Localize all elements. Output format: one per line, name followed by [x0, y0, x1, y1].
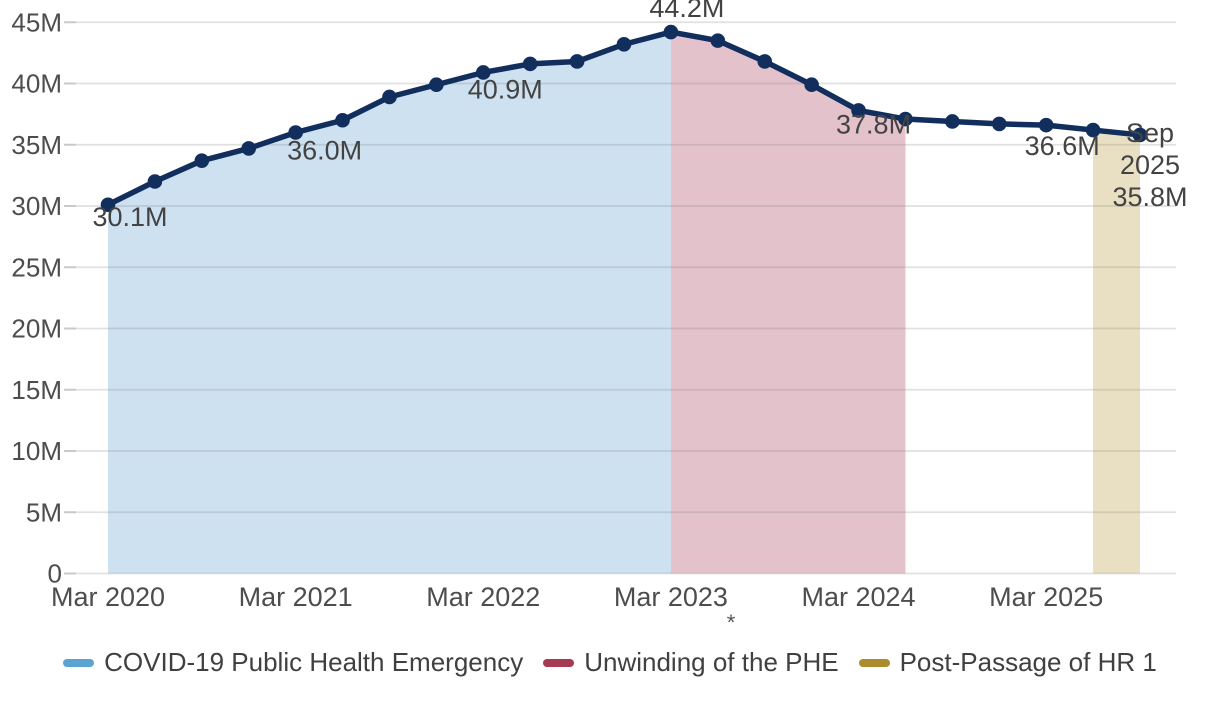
- data-point[interactable]: [194, 153, 210, 168]
- data-point[interactable]: [382, 89, 397, 105]
- legend-label-unwinding-phe: Unwinding of the PHE: [584, 647, 839, 677]
- data-point[interactable]: [522, 56, 538, 72]
- legend-dash-covid-phe-icon: [63, 658, 95, 667]
- point-value-label: 40.9M: [468, 74, 543, 104]
- data-point[interactable]: [335, 112, 350, 128]
- y-tick-label: 40M: [11, 69, 62, 99]
- end-point-label: Sep: [1126, 118, 1174, 148]
- y-tick-label: 25M: [11, 252, 62, 282]
- data-point[interactable]: [616, 37, 632, 52]
- data-point[interactable]: [710, 33, 726, 48]
- y-tick-label: 10M: [11, 436, 62, 466]
- x-tick-label: Mar 2024: [802, 582, 916, 612]
- legend-dash-unwinding-phe-icon: [543, 658, 575, 667]
- y-tick-label: 20M: [11, 314, 62, 344]
- data-point[interactable]: [898, 111, 913, 127]
- data-point[interactable]: [288, 125, 303, 140]
- x-tick-label: Mar 2025: [989, 582, 1103, 612]
- data-point[interactable]: [851, 103, 866, 118]
- legend-item-post-hr1: Post-Passage of HR 1: [858, 647, 1157, 678]
- y-tick-label: 35M: [11, 130, 62, 160]
- legend-label-covid-phe: COVID-19 Public Health Emergency: [104, 647, 524, 677]
- chart-legend: COVID-19 Public Health Emergency Unwindi…: [0, 647, 1220, 678]
- region-fill-covid-phe: [108, 32, 671, 574]
- point-value-label: 36.0M: [287, 136, 362, 166]
- data-point[interactable]: [475, 65, 491, 80]
- y-tick-label: 30M: [11, 191, 62, 221]
- data-point[interactable]: [1038, 117, 1054, 133]
- legend-dash-post-hr1-icon: [858, 658, 890, 667]
- data-point[interactable]: [1085, 122, 1101, 138]
- data-point[interactable]: [945, 114, 960, 129]
- x-tick-label: Mar 2023: [614, 582, 728, 612]
- data-point[interactable]: [429, 77, 444, 93]
- point-value-label: 30.1M: [92, 202, 167, 232]
- y-tick-label: 15M: [11, 375, 62, 405]
- point-value-label: 44.2M: [649, 0, 724, 23]
- region-fill-unwinding-phe: [670, 32, 906, 574]
- point-value-label: 37.8M: [836, 109, 911, 139]
- legend-item-covid-phe: COVID-19 Public Health Emergency: [63, 647, 523, 678]
- data-point[interactable]: [991, 116, 1007, 132]
- end-point-label: 2025: [1120, 150, 1180, 180]
- y-tick-label: 0: [48, 559, 62, 589]
- x-tick-label: Mar 2020: [51, 582, 165, 612]
- data-point[interactable]: [663, 24, 679, 40]
- data-point[interactable]: [241, 141, 257, 156]
- x-tick-label: Mar 2021: [239, 582, 353, 612]
- data-point[interactable]: [147, 174, 163, 189]
- data-point[interactable]: [1132, 127, 1148, 143]
- data-point[interactable]: [100, 197, 116, 213]
- y-tick-label: 5M: [26, 497, 62, 527]
- x-tick-label: Mar 2022: [426, 582, 540, 612]
- data-point[interactable]: [757, 54, 773, 69]
- y-tick-label: 45M: [11, 7, 62, 37]
- legend-label-post-hr1: Post-Passage of HR 1: [899, 647, 1157, 677]
- point-value-label: 36.6M: [1025, 131, 1100, 161]
- region-fill-post-hr1: [1093, 130, 1140, 574]
- footnote-asterisk: *: [727, 610, 736, 635]
- data-point[interactable]: [569, 54, 585, 69]
- data-point[interactable]: [804, 77, 819, 93]
- end-point-label: 35.8M: [1112, 182, 1187, 212]
- legend-item-unwinding-phe: Unwinding of the PHE: [543, 647, 839, 678]
